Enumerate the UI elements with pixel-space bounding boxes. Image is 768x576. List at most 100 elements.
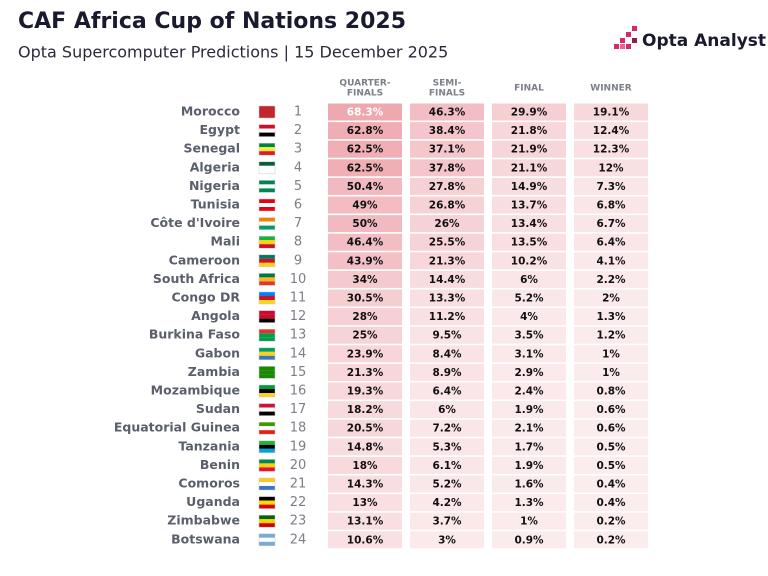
cell-value: 37.8% — [429, 162, 466, 174]
cell-bg — [574, 363, 648, 381]
flag — [259, 114, 275, 118]
cell-bg — [328, 401, 402, 419]
cell-bg — [574, 233, 648, 251]
team-name: Uganda — [186, 494, 240, 509]
cell-bg — [328, 289, 402, 307]
cell-value: 46.4% — [347, 237, 384, 249]
cell-bg — [574, 326, 648, 344]
flag-border — [258, 496, 276, 509]
flag — [259, 300, 275, 304]
flag — [259, 221, 275, 226]
flag-border — [258, 366, 276, 379]
cell-bg — [574, 103, 648, 121]
cell-bg — [328, 531, 402, 549]
cell-value: 26.8% — [429, 200, 466, 212]
cell-value: 26% — [434, 218, 460, 230]
cell-value: 12.4% — [593, 125, 630, 137]
cell-value: 62.8% — [347, 125, 384, 137]
flag — [259, 203, 275, 207]
cell-bg — [410, 159, 484, 177]
cell-bg — [574, 419, 648, 437]
flag — [259, 329, 275, 334]
cell-bg — [328, 382, 402, 400]
team-name: Comoros — [178, 476, 240, 491]
rank: 21 — [290, 477, 307, 492]
rank: 5 — [294, 179, 302, 194]
cell-bg — [328, 140, 402, 158]
cell-bg — [492, 512, 566, 530]
cell-bg — [574, 382, 648, 400]
team-name: Zambia — [188, 364, 240, 379]
flag — [259, 537, 275, 542]
cell-value: 1% — [520, 516, 538, 528]
cell-bg — [410, 103, 484, 121]
flag-border — [258, 198, 276, 212]
cell-value: 23.9% — [347, 348, 384, 360]
cell-value: 6% — [520, 274, 538, 286]
flag — [259, 448, 275, 453]
flag — [259, 407, 275, 412]
flag — [259, 486, 275, 490]
flag — [259, 333, 275, 338]
cell-value: 27.8% — [429, 181, 466, 193]
title: CAF Africa Cup of Nations 2025 — [18, 9, 406, 34]
cell-value: 13.3% — [429, 293, 466, 305]
cell-bg — [492, 140, 566, 158]
rank: 7 — [294, 216, 302, 231]
team-name: Angola — [191, 308, 240, 323]
team-name: Egypt — [199, 122, 240, 137]
rank: 1 — [294, 105, 302, 120]
flag-border — [258, 235, 276, 249]
cell-bg — [492, 252, 566, 270]
cell-value: 7.2% — [432, 423, 462, 435]
cell-bg — [574, 494, 648, 512]
flag — [259, 258, 275, 263]
cell-bg — [574, 252, 648, 270]
cell-bg — [574, 177, 648, 195]
column-header: QUARTER- — [339, 79, 390, 89]
cell-bg — [574, 215, 648, 233]
column-header: FINALS — [429, 89, 465, 99]
cell-value: 14.4% — [429, 274, 466, 286]
flag — [259, 478, 275, 482]
flag — [259, 281, 275, 286]
cell-value: 4.2% — [432, 497, 462, 509]
cell-bg — [492, 363, 566, 381]
flag — [259, 236, 275, 241]
cell-value: 5.3% — [432, 441, 462, 453]
cell-bg — [574, 438, 648, 456]
flag — [259, 184, 275, 189]
cell-bg — [328, 419, 402, 437]
team-name: Botswana — [171, 531, 240, 546]
flag — [259, 389, 275, 393]
rank: 22 — [290, 495, 307, 510]
flag-border — [258, 273, 276, 286]
cell-value: 29.9% — [511, 107, 548, 119]
flag-border — [258, 421, 276, 435]
cell-value: 19.1% — [593, 107, 630, 119]
flag-border — [258, 440, 276, 454]
flag — [259, 273, 275, 278]
cell-value: 20.5% — [347, 423, 384, 435]
cell-value: 0.2% — [596, 516, 626, 528]
flag-border — [258, 347, 276, 361]
cell-bg — [410, 419, 484, 437]
cell-bg — [492, 401, 566, 419]
team-name: Cameroon — [169, 252, 240, 267]
cell-bg — [574, 270, 648, 288]
cell-value: 5.2% — [432, 479, 462, 491]
rank: 4 — [294, 160, 302, 175]
cell-value: 0.6% — [596, 423, 626, 435]
team-name: Mozambique — [151, 383, 240, 398]
cell-value: 38.4% — [429, 125, 466, 137]
flag — [259, 533, 275, 538]
cell-value: 1.9% — [514, 460, 544, 472]
cell-value: 13.4% — [511, 218, 548, 230]
flag — [259, 254, 275, 259]
cell-value: 25% — [352, 330, 378, 342]
flag-border — [258, 533, 276, 547]
flag — [259, 318, 275, 323]
cell-value: 1.9% — [514, 404, 544, 416]
cell-bg — [328, 456, 402, 474]
flag — [259, 147, 275, 152]
